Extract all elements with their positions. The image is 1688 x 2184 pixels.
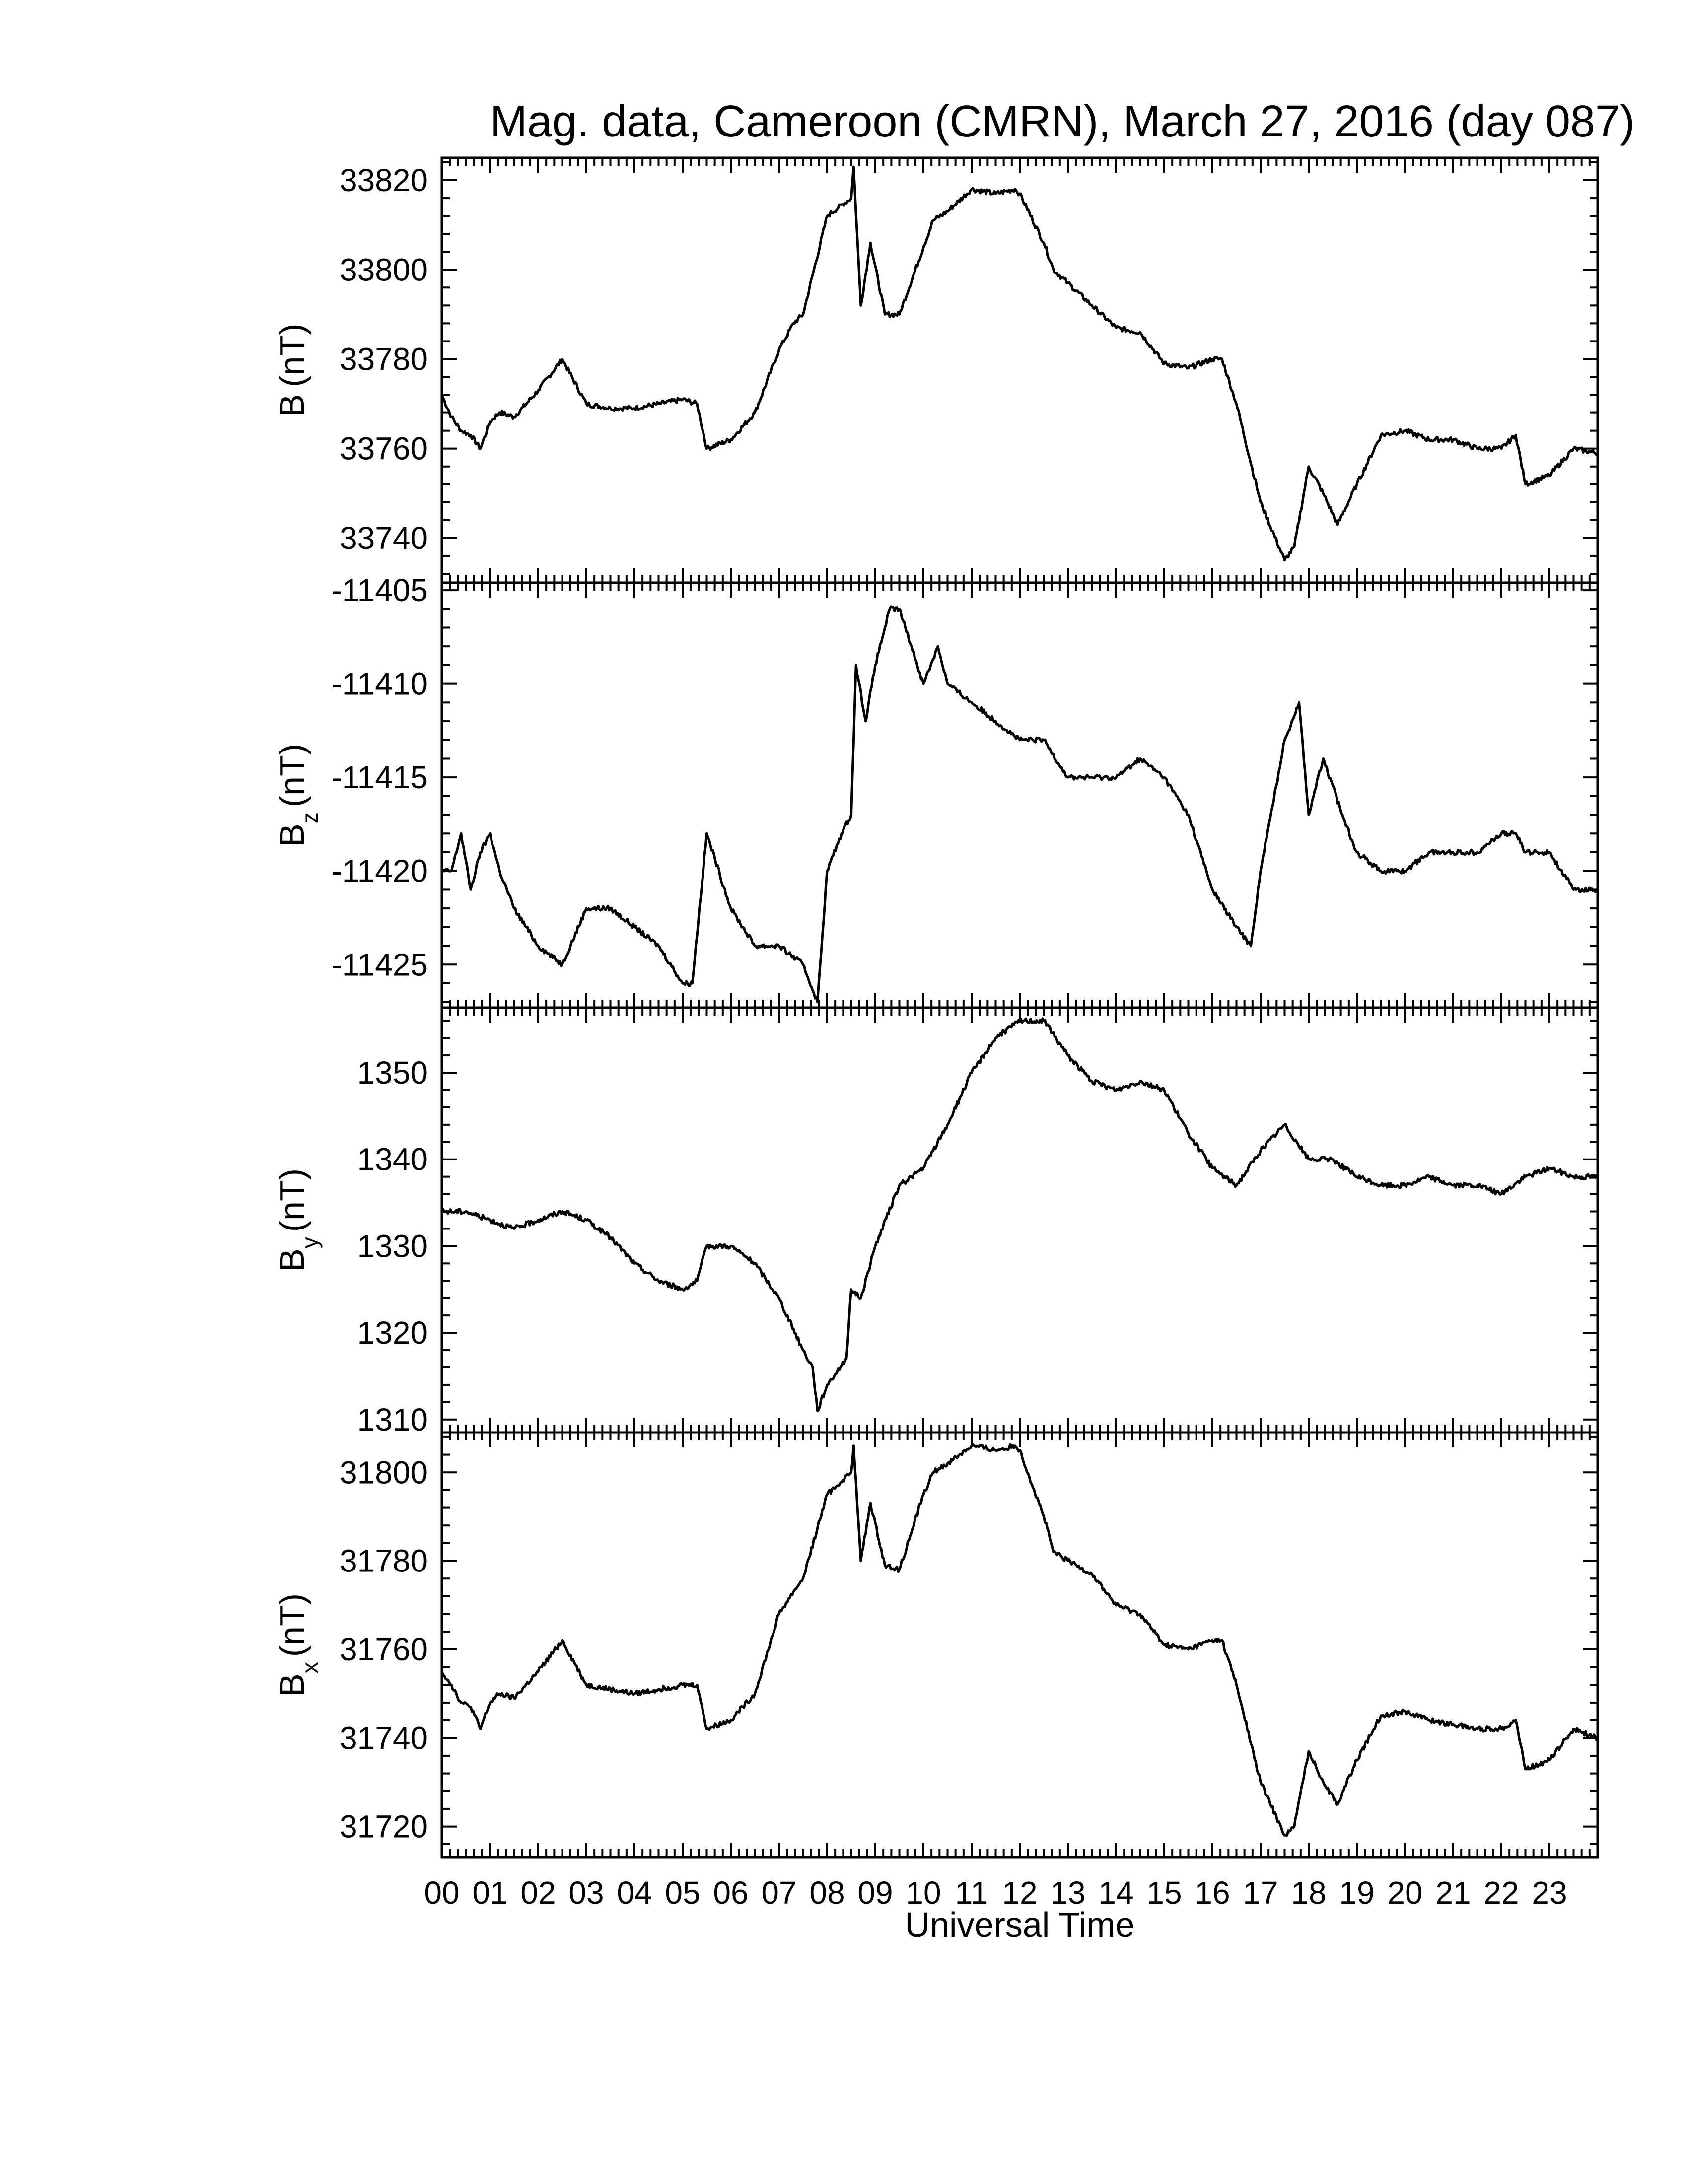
x-tick-label: 05	[665, 1875, 700, 1911]
y-axis-label-subscript: z	[297, 812, 323, 823]
series-line-Bz	[441, 605, 1599, 1004]
x-axis-label: Universal Time	[905, 1906, 1135, 1944]
x-tick-label: 02	[520, 1875, 556, 1911]
x-tick-label: 19	[1339, 1875, 1374, 1911]
x-tick-label: 01	[472, 1875, 507, 1911]
x-tick-label: 06	[713, 1875, 748, 1911]
y-axis-label: By (nT)	[273, 1168, 323, 1272]
panels-group: 33740 33760 33780 33800 33820 B (nT) -11405 -114…	[273, 156, 1599, 1859]
y-axis-label-subscript: x	[297, 1662, 323, 1673]
y-tick-label: -11415	[331, 759, 428, 795]
chart-title: Mag. data, Cameroon (CMRN), March 27, 20…	[490, 97, 1635, 146]
y-axis-label-main: B	[273, 1673, 311, 1697]
y-axis-label: B (nT)	[273, 323, 311, 417]
x-tick-label: 12	[1002, 1875, 1037, 1911]
x-tick-label: 00	[424, 1875, 459, 1911]
y-tick-label: 31720	[340, 1809, 428, 1844]
x-tick-label: 10	[906, 1875, 941, 1911]
y-tick-label: 1340	[357, 1142, 428, 1177]
x-tick-label: 13	[1050, 1875, 1085, 1911]
panel-By: 1310 1320 1330 1340 1350 By (nT)	[273, 1006, 1599, 1437]
y-tick-label: -11420	[331, 853, 428, 889]
series-line-Bx	[440, 1443, 1599, 1837]
x-tick-label: 20	[1387, 1875, 1422, 1911]
y-tick-label: 31780	[340, 1543, 428, 1579]
x-tick-label: 21	[1435, 1875, 1471, 1911]
y-tick-label: 31800	[340, 1454, 428, 1490]
y-axis-label: Bx (nT)	[273, 1593, 323, 1697]
series-line-By	[440, 1017, 1599, 1412]
y-tick-label: 33760	[340, 431, 428, 467]
y-axis-label-unit: (nT)	[273, 1168, 311, 1232]
x-tick-label: 11	[955, 1875, 988, 1911]
y-tick-label: 31740	[340, 1720, 428, 1756]
x-tick-label: 09	[857, 1875, 893, 1911]
y-tick-label: 1320	[357, 1315, 428, 1351]
y-tick-label: -11405	[331, 572, 428, 608]
y-tick-label: 1350	[357, 1055, 428, 1091]
panel-B: 33740 33760 33780 33800 33820 B (nT)	[273, 156, 1599, 584]
x-tick-label: 18	[1291, 1875, 1326, 1911]
y-tick-label: -11410	[331, 666, 428, 702]
y-axis-label-unit: (nT)	[273, 744, 311, 807]
x-tick-label: 16	[1195, 1875, 1230, 1911]
x-tick-label: 22	[1483, 1875, 1519, 1911]
panel-Bx: 31720 31740 31760 31780 31800 Bx (nT)	[273, 1431, 1599, 1859]
y-axis-label-main: B	[273, 394, 311, 417]
x-tick-label: 14	[1098, 1875, 1133, 1911]
series-line-B	[440, 165, 1599, 562]
y-tick-label: 31760	[340, 1632, 428, 1667]
x-tick-label: 07	[761, 1875, 796, 1911]
y-tick-label: 33800	[340, 252, 428, 287]
y-axis-label-unit: (nT)	[273, 1593, 311, 1657]
y-axis-label-subscript: y	[297, 1237, 323, 1248]
y-tick-label: 1310	[357, 1402, 428, 1437]
x-axis: 00 01 02 03 04 05 06 07 08 09 10 11 12 13 14 15 16 17 18 19…	[424, 1875, 1567, 1911]
y-tick-label: 33780	[340, 341, 428, 377]
y-axis-label-main: B	[273, 1248, 311, 1272]
y-tick-label: 33820	[340, 162, 428, 198]
y-tick-label: -11425	[331, 947, 428, 982]
x-tick-label: 03	[568, 1875, 604, 1911]
x-tick-label: 08	[809, 1875, 844, 1911]
y-axis-label-unit: (nT)	[273, 323, 311, 387]
y-tick-label: 33740	[340, 520, 428, 556]
x-tick-label: 15	[1146, 1875, 1182, 1911]
y-tick-label: 1330	[357, 1228, 428, 1264]
x-tick-label: 17	[1243, 1875, 1278, 1911]
y-axis-label: Bz (nT)	[273, 744, 323, 847]
x-tick-label: 04	[617, 1875, 652, 1911]
y-axis-label-main: B	[273, 823, 311, 847]
x-tick-label: 23	[1532, 1875, 1567, 1911]
